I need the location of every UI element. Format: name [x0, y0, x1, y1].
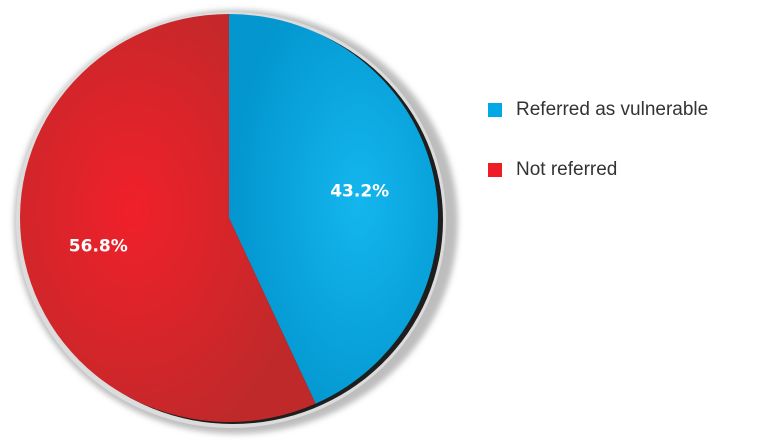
- legend-swatch-referred: [488, 103, 502, 117]
- slice-label-not-referred: 56.8%: [69, 237, 128, 257]
- legend-label-not-referred: Not referred: [516, 159, 618, 180]
- legend-label-referred: Referred as vulnerable: [516, 99, 709, 120]
- legend-item-referred: Referred as vulnerable: [488, 96, 708, 124]
- pie-slice-referred: [229, 14, 439, 404]
- legend-item-not-referred: Not referred: [488, 156, 708, 184]
- pie-slice-not-referred: [20, 14, 316, 422]
- legend-swatch-not-referred: [488, 163, 502, 177]
- slice-label-referred: 43.2%: [330, 181, 389, 201]
- pie-slices: [20, 14, 439, 422]
- pie-slice-labels: 43.2% 56.8%: [69, 181, 389, 256]
- legend: Referred as vulnerable Not referred: [488, 96, 708, 216]
